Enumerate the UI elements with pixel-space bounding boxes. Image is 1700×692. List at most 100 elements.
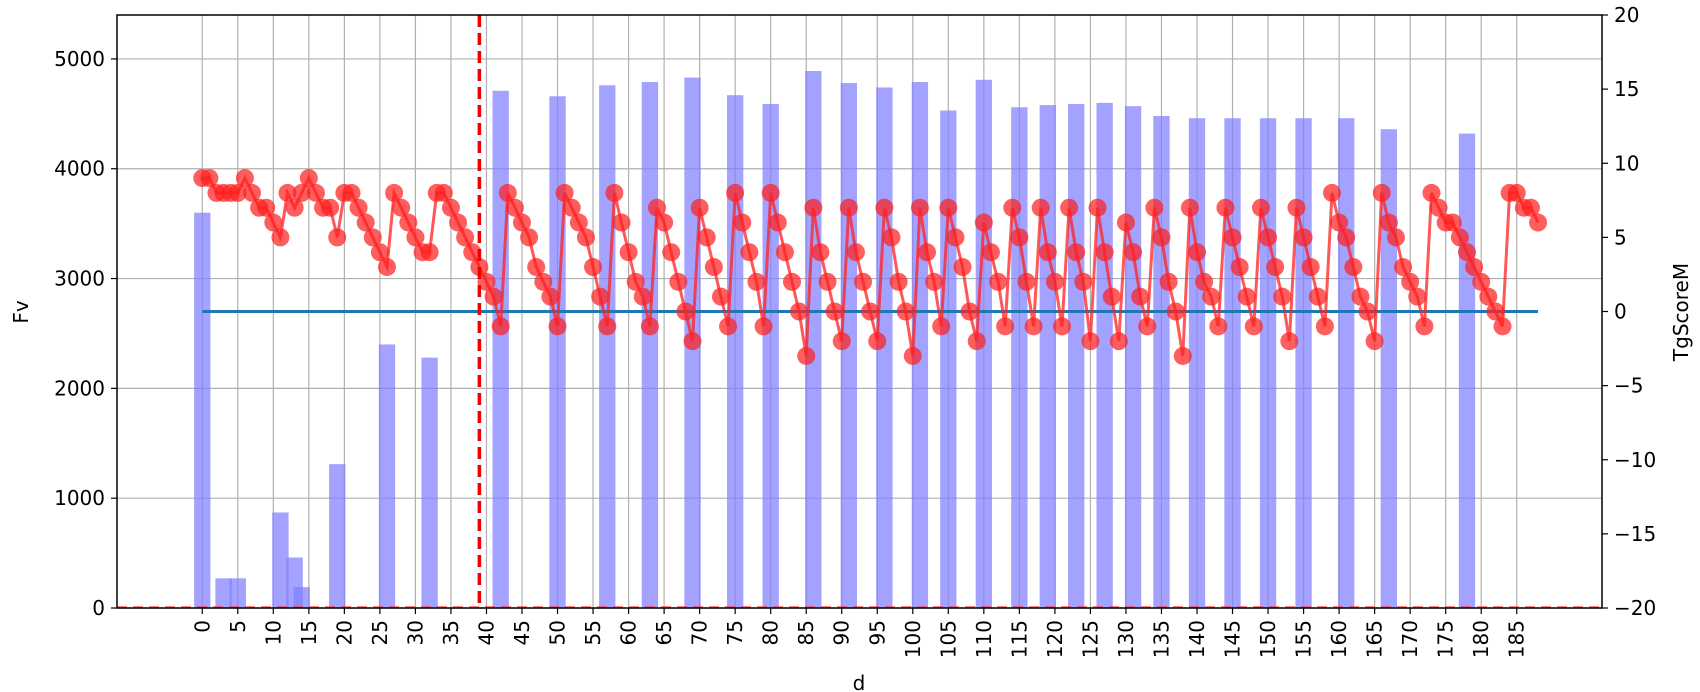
data-point [981, 243, 1000, 262]
data-point [1443, 213, 1462, 232]
x-tick-label: 185 [1505, 620, 1529, 658]
data-point [925, 272, 944, 291]
data-point [662, 243, 681, 262]
data-point [974, 213, 993, 232]
data-point [1251, 198, 1270, 217]
data-point [704, 258, 723, 277]
data-point [640, 317, 659, 336]
data-point [1038, 243, 1057, 262]
x-tick-label: 25 [368, 620, 392, 645]
x-tick-label: 175 [1434, 620, 1458, 658]
data-point [1095, 243, 1114, 262]
data-point [754, 317, 773, 336]
data-point [1102, 287, 1121, 306]
data-point [1152, 228, 1171, 247]
y-axis-label-right: TgScoreM [1669, 263, 1693, 362]
x-tick-label: 155 [1292, 620, 1316, 658]
data-point [1223, 228, 1242, 247]
data-point [1415, 317, 1434, 336]
bar [1458, 133, 1476, 608]
data-point [1529, 213, 1548, 232]
bar [549, 96, 566, 608]
data-point [527, 258, 546, 277]
y-tick-label-left: 4000 [54, 157, 105, 181]
data-point [811, 243, 830, 262]
data-point [555, 183, 574, 202]
x-axis-label: d [853, 671, 866, 692]
data-point [783, 272, 801, 291]
bar [492, 90, 509, 609]
axes: 0 5 10 15 20 25 30 35 40 45 50 55 60 65 70 75 80 85 90 95 10… [54, 3, 1656, 658]
data-point [1003, 198, 1022, 217]
bar [1224, 118, 1241, 609]
y-tick-label-right: −15 [1614, 522, 1656, 546]
x-tick-label: 75 [723, 620, 747, 645]
x-tick-label: 55 [581, 620, 605, 645]
bar [378, 344, 396, 608]
x-tick-label: 40 [474, 620, 498, 645]
y-tick-label-left: 2000 [54, 376, 105, 400]
data-point [719, 317, 738, 336]
data-point [1209, 317, 1228, 336]
data-point [1024, 317, 1043, 336]
data-point [1315, 317, 1334, 336]
data-point [903, 346, 922, 365]
data-point [264, 213, 283, 232]
x-tick-label: 70 [688, 620, 712, 645]
data-point [1351, 287, 1370, 306]
bar [1039, 105, 1056, 608]
data-point [633, 287, 652, 306]
data-point [1472, 272, 1491, 291]
data-point [228, 183, 247, 202]
data-point [576, 228, 595, 247]
data-point [960, 302, 979, 321]
bar [1011, 107, 1028, 608]
data-point [648, 198, 666, 217]
data-point [1188, 243, 1206, 262]
x-tick-label: 0 [190, 620, 214, 633]
data-point [939, 198, 958, 217]
data-point [839, 198, 858, 217]
data-point [1365, 332, 1384, 351]
data-point [484, 287, 503, 306]
x-tick-label: 105 [936, 620, 960, 658]
data-point [363, 228, 382, 247]
x-tick-label: 50 [546, 620, 570, 645]
data-point [740, 243, 759, 262]
data-point [790, 302, 809, 321]
data-point [1166, 302, 1185, 321]
bar [599, 85, 616, 608]
data-point [1486, 302, 1505, 321]
data-point [1017, 272, 1036, 291]
data-point [711, 287, 730, 306]
data-point [1458, 243, 1476, 262]
x-tick-label: 5 [226, 620, 250, 633]
bar [876, 87, 893, 608]
bar [1295, 118, 1312, 609]
y-tick-label-right: 15 [1614, 77, 1639, 101]
data-point [520, 228, 539, 247]
data-point [342, 183, 361, 202]
data-point [818, 272, 837, 291]
bar [329, 464, 346, 608]
data-point [541, 287, 560, 306]
data-point [1266, 258, 1285, 277]
data-point [456, 228, 475, 247]
data-point [406, 228, 425, 247]
data-point [1465, 258, 1484, 277]
data-point [1301, 258, 1320, 277]
x-tick-label: 145 [1221, 620, 1245, 658]
data-point [1159, 272, 1178, 291]
y-tick-label-right: −20 [1614, 596, 1656, 620]
x-tick-label: 35 [439, 620, 463, 645]
data-point [1202, 287, 1221, 306]
x-tick-label: 170 [1398, 620, 1422, 658]
data-point [804, 198, 823, 217]
data-point [918, 243, 936, 262]
bar [1096, 102, 1113, 608]
data-point [775, 243, 794, 262]
data-point [584, 258, 603, 277]
y-axis-label-left: Fv [9, 300, 33, 324]
data-point [683, 332, 702, 351]
data-point [292, 183, 311, 202]
